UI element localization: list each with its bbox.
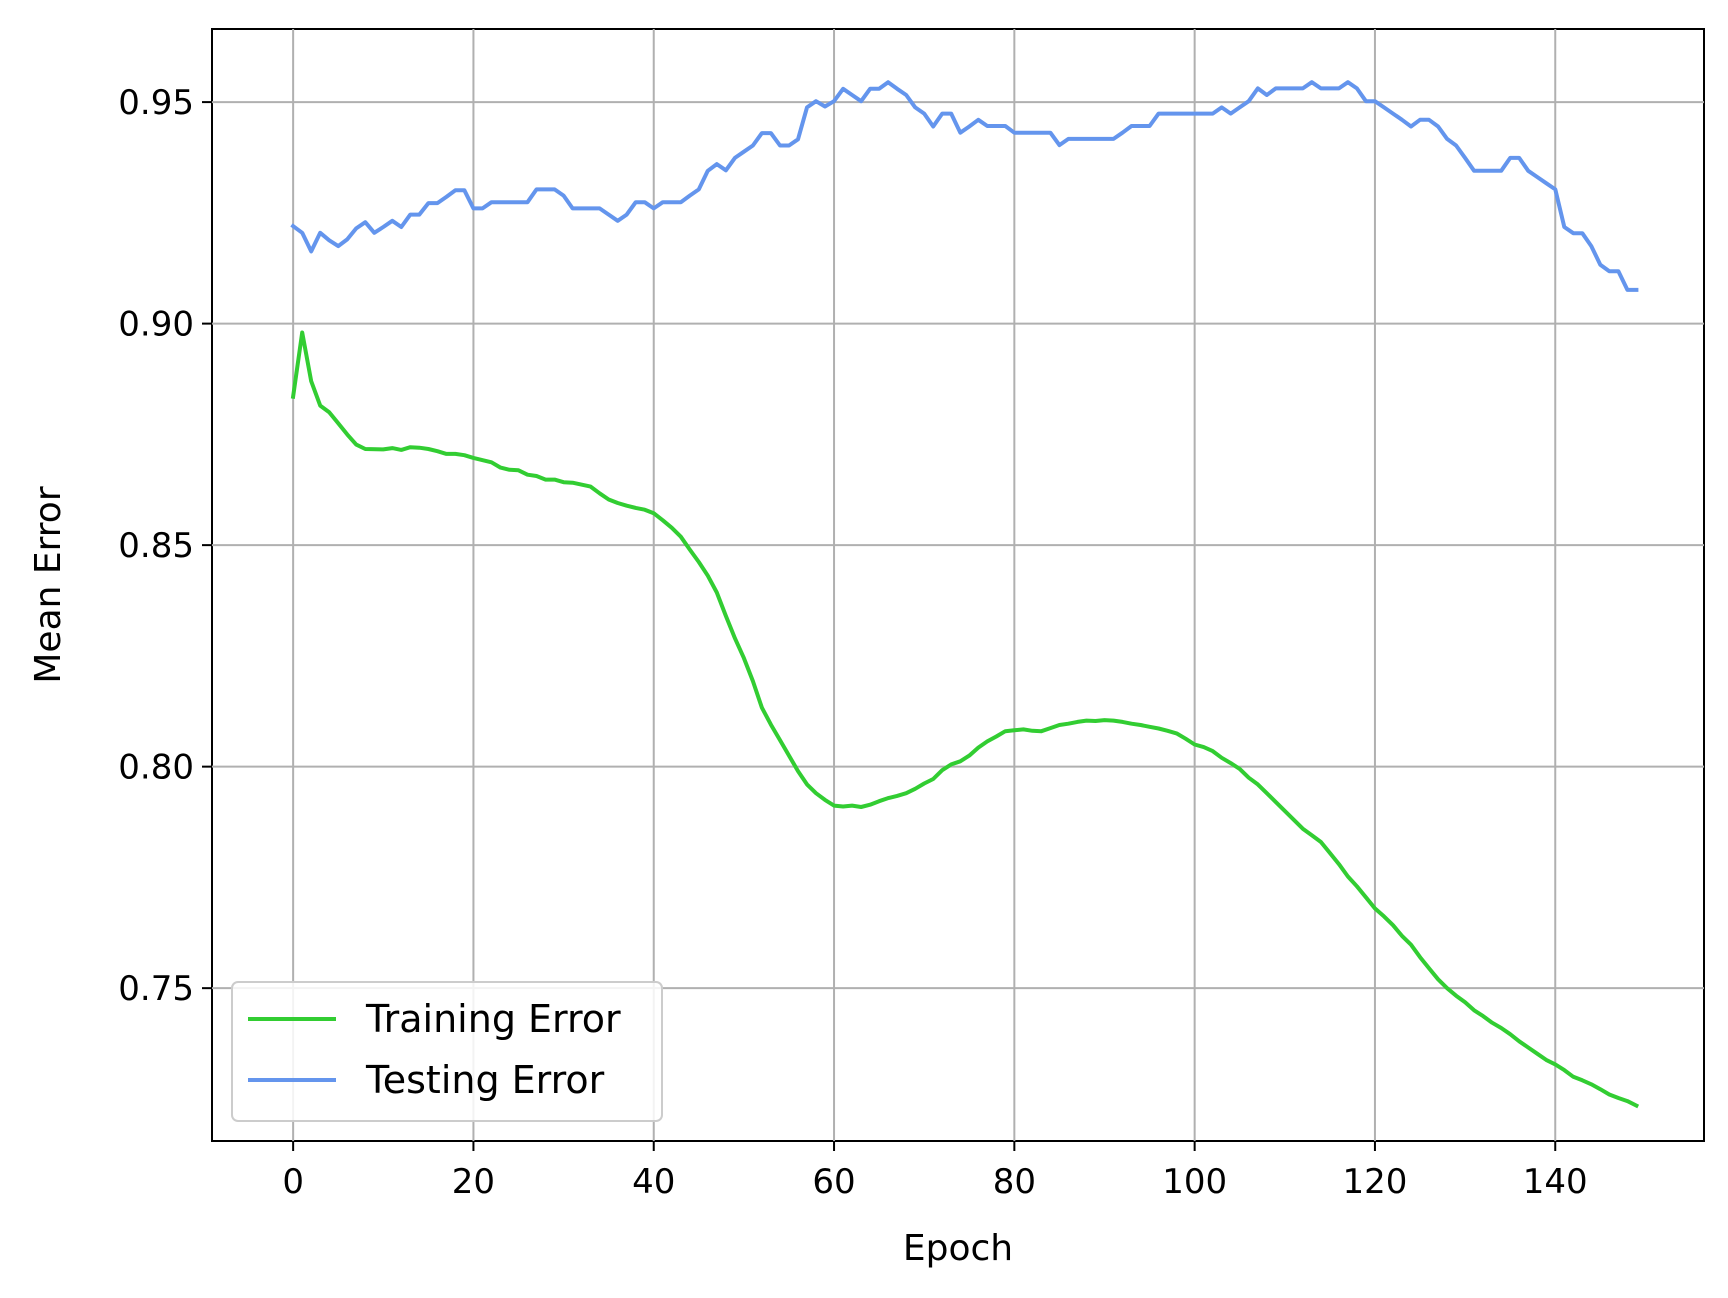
x-tick-label: 120 <box>1342 1162 1407 1202</box>
grid <box>212 29 1704 1141</box>
plot-area <box>211 28 1705 1142</box>
y-tick-label: 0.95 <box>118 83 194 123</box>
x-axis-label: Epoch <box>903 1228 1013 1269</box>
x-tick-label: 80 <box>993 1162 1036 1202</box>
series-line-testing-error <box>290 80 1639 292</box>
x-tick-label: 60 <box>812 1162 855 1202</box>
legend-box <box>231 981 663 1122</box>
x-tick-label: 20 <box>452 1162 495 1202</box>
x-tick-label: 0 <box>282 1162 304 1202</box>
y-tick-label: 0.90 <box>118 305 194 345</box>
y-tick-label: 0.75 <box>118 969 194 1009</box>
legend: Training Error Testing Error <box>231 981 663 1122</box>
x-tick-label: 40 <box>632 1162 675 1202</box>
series-line-training-error <box>290 330 1640 1109</box>
y-tick-label: 0.85 <box>118 526 194 566</box>
y-tick-label: 0.80 <box>118 748 194 788</box>
y-axis-label: Mean Error <box>28 486 69 683</box>
x-tick-label: 140 <box>1523 1162 1588 1202</box>
x-tick-label: 100 <box>1162 1162 1227 1202</box>
legend-label-training-error: Training Error <box>365 997 621 1041</box>
series-layer <box>290 80 1640 1109</box>
axes: 0 20 40 60 80 100 120 140 0.75 0.80 0.85 0.90 0.95 <box>118 83 1587 1202</box>
legend-label-testing-error: Testing Error <box>365 1058 605 1102</box>
